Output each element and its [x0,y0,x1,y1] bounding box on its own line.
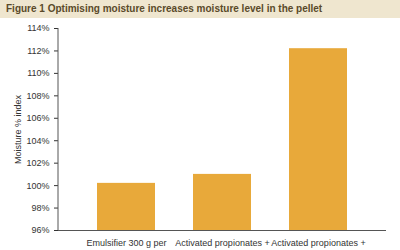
svg-text:112%: 112% [27,46,49,56]
svg-text:102%: 102% [26,158,49,168]
svg-text:96%: 96% [31,225,49,235]
svg-text:100%: 100% [26,180,49,190]
svg-text:108%: 108% [26,91,49,101]
svg-text:Activated propionates +: Activated propionates + [175,238,269,248]
svg-text:106%: 106% [26,113,49,123]
svg-text:Emulsifier 300 g per: Emulsifier 300 g per [86,238,166,248]
svg-text:Activated propionates +: Activated propionates + [271,238,365,248]
html-text:Figure 1 Optimising moisture i: Figure 1 Optimising moisture increases m… [6,3,323,14]
svg-text:114%: 114% [27,23,49,33]
svg-text:Moisture % index: Moisture % index [13,94,23,164]
svg-text:98%: 98% [31,203,49,213]
svg-text:110%: 110% [27,68,49,78]
svg-text:104%: 104% [26,136,49,146]
